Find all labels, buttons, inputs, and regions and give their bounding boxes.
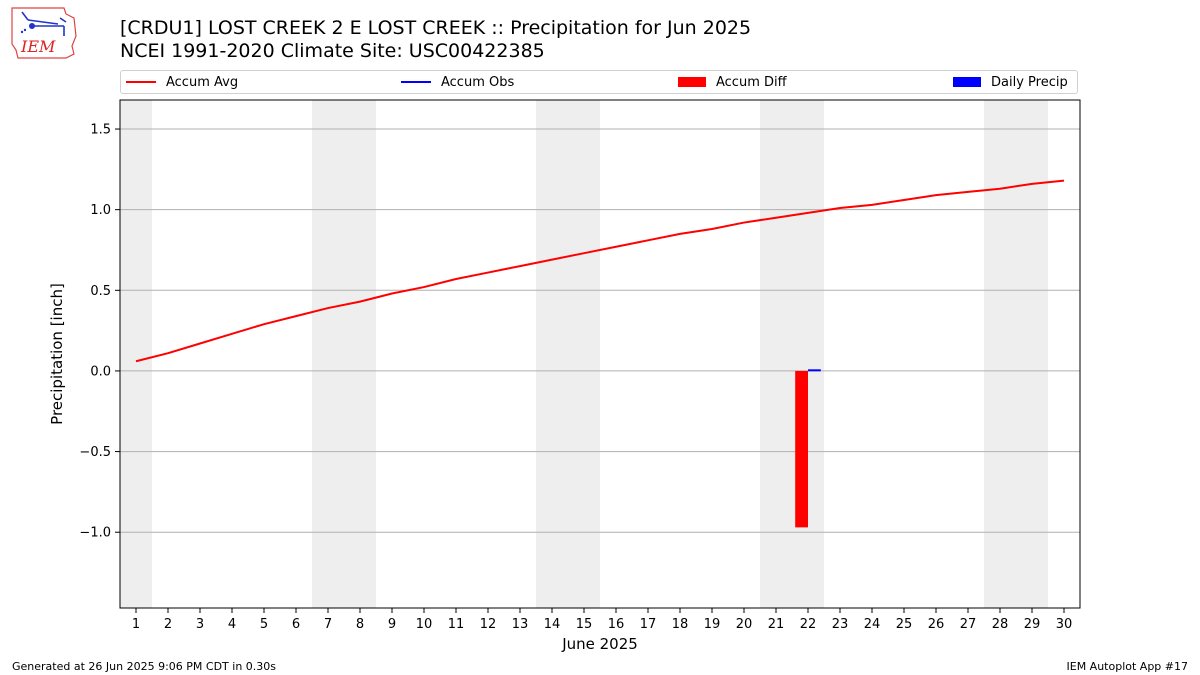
x-tick-label: 22	[800, 617, 817, 632]
y-tick-label: 1.5	[90, 123, 111, 138]
y-tick-label: 0.5	[90, 284, 111, 299]
x-tick-label: 19	[704, 617, 721, 632]
y-axis: −1.0 −0.5 0.0 0.5 1.0 1.5	[79, 123, 120, 541]
legend-item-accum-diff: Accum Diff	[678, 71, 787, 93]
legend-swatch-accum-avg	[126, 81, 156, 83]
x-tick-label: 23	[832, 617, 849, 632]
legend-label-daily-precip: Daily Precip	[991, 74, 1068, 90]
x-tick-label: 27	[960, 617, 977, 632]
x-tick-label: 2	[164, 617, 172, 632]
x-tick-label: 11	[448, 617, 465, 632]
x-tick-label: 10	[416, 617, 433, 632]
weekend-band	[120, 100, 152, 608]
footer-generated-text: Generated at 26 Jun 2025 9:06 PM CDT in …	[12, 660, 277, 673]
legend-label-accum-avg: Accum Avg	[166, 74, 239, 90]
bar-daily-precip	[808, 369, 821, 372]
x-tick-label: 7	[324, 617, 332, 632]
weekend-band	[984, 100, 1048, 608]
x-axis-label: June 2025	[561, 635, 638, 653]
x-tick-label: 1	[132, 617, 140, 632]
x-tick-label: 5	[260, 617, 268, 632]
weekend-bands	[120, 100, 1048, 608]
x-tick-label: 8	[356, 617, 364, 632]
legend-item-accum-avg: Accum Avg	[126, 71, 238, 93]
plot-frame	[119, 99, 1081, 609]
legend-item-daily-precip: Daily Precip	[953, 71, 1068, 93]
x-tick-label: 30	[1056, 617, 1073, 632]
x-tick-label: 15	[576, 617, 593, 632]
legend-swatch-accum-obs	[401, 81, 431, 83]
x-tick-label: 25	[896, 617, 913, 632]
x-tick-label: 26	[928, 617, 945, 632]
x-tick-label: 16	[608, 617, 625, 632]
legend-item-accum-obs: Accum Obs	[401, 71, 514, 93]
legend: Accum Avg Accum Obs Accum Diff Daily Pre…	[120, 70, 1078, 94]
y-gridlines	[120, 128, 1080, 533]
y-tick-label: 0.0	[90, 364, 111, 379]
x-tick-label: 28	[992, 617, 1009, 632]
x-tick-label: 12	[480, 617, 497, 632]
legend-label-accum-obs: Accum Obs	[441, 74, 515, 90]
legend-label-accum-diff: Accum Diff	[716, 74, 787, 90]
chart-subtitle: NCEI 1991-2020 Climate Site: USC00422385	[120, 40, 545, 62]
line-series	[135, 179, 1065, 363]
line-accum-avg	[135, 179, 1065, 363]
bar-series	[795, 369, 821, 528]
x-tick-label: 13	[512, 617, 529, 632]
iem-logo: IEM	[11, 7, 77, 59]
y-tick-label: −0.5	[79, 445, 111, 460]
y-tick-label: 1.0	[90, 203, 111, 218]
weekend-band	[760, 100, 824, 608]
chart-title: [CRDU1] LOST CREEK 2 E LOST CREEK :: Pre…	[120, 17, 752, 39]
x-axis: 1 2 3 4 5 6 7 8 9 10 11 12 13 14 15 16 17 18 19 20 21 22 23 24 2…	[132, 608, 1072, 632]
x-tick-label: 4	[228, 617, 236, 632]
footer-app-text: IEM Autoplot App #17	[1066, 660, 1189, 673]
y-axis-label: Precipitation [inch]	[48, 283, 66, 425]
x-tick-label: 14	[544, 617, 561, 632]
weekend-band	[536, 100, 600, 608]
x-tick-label: 17	[640, 617, 657, 632]
x-tick-label: 24	[864, 617, 881, 632]
x-tick-label: 29	[1024, 617, 1041, 632]
x-tick-label: 20	[736, 617, 753, 632]
x-tick-label: 3	[196, 617, 204, 632]
bar-accum-diff	[795, 370, 808, 528]
legend-swatch-accum-diff	[678, 77, 706, 87]
legend-swatch-daily-precip	[953, 77, 981, 87]
logo-text: IEM	[20, 37, 56, 56]
x-tick-label: 9	[388, 617, 396, 632]
x-tick-label: 18	[672, 617, 689, 632]
x-tick-label: 21	[768, 617, 785, 632]
x-tick-label: 6	[292, 617, 300, 632]
y-tick-label: −1.0	[79, 526, 111, 541]
weekend-band	[312, 100, 376, 608]
